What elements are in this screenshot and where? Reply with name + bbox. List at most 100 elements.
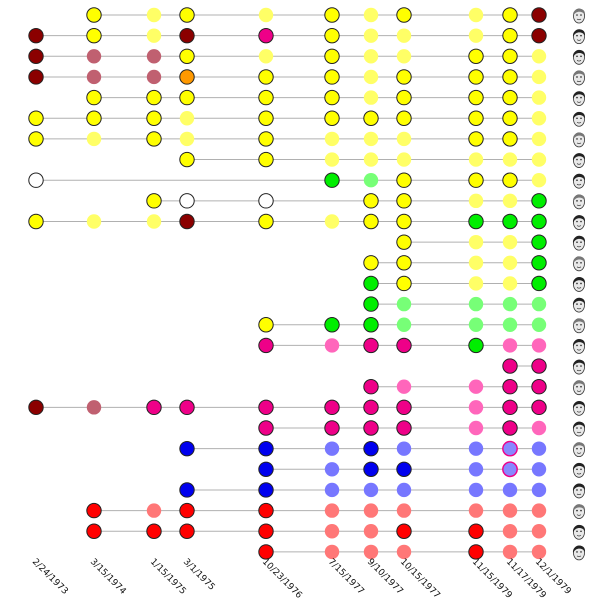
status-dot bbox=[324, 172, 340, 188]
status-dot bbox=[531, 503, 547, 518]
portrait-icon bbox=[572, 29, 586, 45]
status-dot bbox=[258, 89, 274, 106]
status-dot bbox=[179, 193, 195, 209]
status-dot bbox=[146, 193, 162, 209]
status-dot bbox=[531, 27, 547, 44]
date-tick-label: 10/23/1976 bbox=[260, 557, 304, 600]
status-dot bbox=[502, 461, 518, 478]
portrait-icon bbox=[572, 8, 586, 24]
status-dot bbox=[531, 193, 547, 209]
status-dot bbox=[468, 482, 484, 498]
status-dot bbox=[179, 111, 195, 126]
status-dot bbox=[258, 523, 274, 539]
status-dot bbox=[502, 193, 518, 209]
status-dot bbox=[146, 523, 162, 539]
status-dot bbox=[324, 441, 340, 456]
status-dot bbox=[324, 503, 340, 518]
status-dot bbox=[146, 28, 162, 43]
status-dot bbox=[86, 7, 102, 23]
status-dot bbox=[179, 213, 195, 230]
status-dot bbox=[363, 379, 379, 395]
status-dot bbox=[502, 358, 518, 374]
status-dot bbox=[468, 69, 484, 85]
status-dot bbox=[531, 296, 547, 312]
status-dot bbox=[502, 234, 518, 250]
date-tick-label: 2/24/1973 bbox=[30, 557, 70, 597]
status-dot bbox=[363, 503, 379, 518]
status-dot bbox=[363, 440, 379, 457]
status-dot bbox=[258, 27, 274, 44]
status-dot bbox=[258, 317, 274, 333]
status-dot bbox=[531, 131, 547, 147]
status-dot bbox=[502, 7, 518, 23]
status-dot bbox=[468, 420, 484, 436]
status-dot bbox=[324, 317, 340, 333]
portrait-icon bbox=[572, 215, 586, 230]
status-dot bbox=[468, 317, 484, 332]
status-dot bbox=[531, 358, 547, 374]
status-dot bbox=[531, 49, 547, 64]
status-dot bbox=[146, 110, 162, 126]
status-dot bbox=[468, 28, 484, 43]
status-dot bbox=[324, 69, 340, 85]
status-dot bbox=[502, 420, 518, 436]
status-dot bbox=[396, 172, 412, 188]
status-dot bbox=[28, 110, 44, 126]
status-dot bbox=[28, 399, 44, 416]
status-dot bbox=[396, 193, 412, 209]
portrait-icon bbox=[572, 545, 586, 561]
status-dot bbox=[468, 379, 484, 394]
portrait-icon bbox=[572, 483, 586, 499]
status-dot bbox=[363, 482, 379, 498]
status-dot bbox=[531, 544, 547, 560]
status-dot bbox=[258, 69, 274, 85]
status-dot bbox=[363, 213, 379, 230]
status-dot bbox=[179, 502, 195, 519]
status-dot bbox=[396, 523, 412, 539]
status-dot bbox=[324, 399, 340, 416]
status-dot bbox=[324, 420, 340, 436]
status-dot bbox=[468, 544, 484, 560]
status-dot bbox=[531, 69, 547, 85]
status-dot bbox=[531, 255, 547, 271]
status-dot bbox=[468, 523, 484, 539]
status-dot bbox=[324, 131, 340, 147]
portrait-icon bbox=[572, 70, 586, 86]
status-dot bbox=[468, 89, 484, 106]
status-dot bbox=[146, 69, 162, 85]
status-dot bbox=[396, 49, 412, 64]
status-dot bbox=[258, 213, 274, 230]
status-dot bbox=[324, 338, 340, 353]
portrait-icon bbox=[572, 111, 586, 127]
status-dot bbox=[363, 524, 379, 539]
status-dot bbox=[396, 441, 412, 456]
status-dot bbox=[324, 462, 340, 477]
status-dot bbox=[531, 152, 547, 167]
status-dot bbox=[502, 379, 518, 395]
status-dot bbox=[468, 193, 484, 209]
status-dot bbox=[179, 48, 195, 64]
status-dot bbox=[86, 131, 102, 147]
status-dot bbox=[502, 152, 518, 167]
status-dot bbox=[28, 69, 44, 85]
status-dot bbox=[468, 234, 484, 250]
status-dot bbox=[86, 49, 102, 64]
status-dot bbox=[502, 503, 518, 518]
status-dot bbox=[468, 255, 484, 270]
status-dot bbox=[363, 131, 379, 147]
status-dot bbox=[324, 482, 340, 498]
status-dot bbox=[396, 399, 412, 416]
status-dot bbox=[179, 7, 195, 23]
status-dot bbox=[502, 317, 518, 332]
portrait-icon bbox=[572, 421, 586, 437]
status-dot bbox=[179, 89, 195, 106]
status-dot bbox=[396, 213, 412, 230]
status-dot bbox=[396, 544, 412, 560]
portrait-icon bbox=[572, 173, 586, 189]
status-dot bbox=[531, 275, 547, 292]
status-dot bbox=[363, 337, 379, 354]
status-dot bbox=[324, 152, 340, 167]
status-dot bbox=[363, 193, 379, 209]
status-dot bbox=[468, 7, 484, 23]
